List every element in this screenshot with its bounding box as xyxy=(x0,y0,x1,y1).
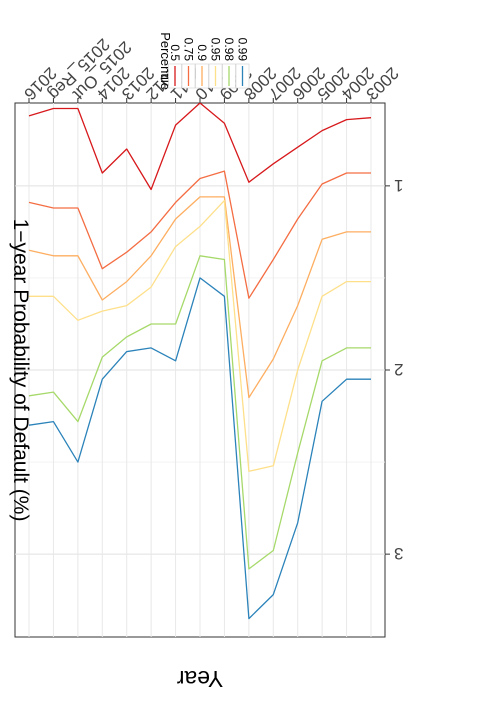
series-line-0.95 xyxy=(29,199,371,472)
legend-label-0.99: 0.99 xyxy=(236,38,250,62)
y-tick-label: 3 xyxy=(394,544,403,563)
series-line-0.9 xyxy=(28,196,371,399)
series-line-0.75 xyxy=(28,170,371,299)
y-tick-label: 1 xyxy=(394,176,403,195)
series-line-0.99 xyxy=(28,277,371,620)
y-tick-label: 2 xyxy=(394,360,403,379)
series-line-0.98 xyxy=(28,255,371,570)
legend-label-0.98: 0.98 xyxy=(222,38,236,62)
y-axis-title: 1−year Probability of Default (%) xyxy=(9,219,32,522)
legend-label-0.5: 0.5 xyxy=(168,44,182,61)
legend-label-0.75: 0.75 xyxy=(182,38,196,62)
y-axis: 1 2 3 xyxy=(385,176,403,563)
legend-items: 0.5 0.75 0.9 0.95 0.98 0.99 xyxy=(168,38,250,89)
legend-label-0.95: 0.95 xyxy=(209,38,223,62)
legend: Percentile 0.5 0.75 0.9 0.95 0.98 0.99 xyxy=(158,32,250,90)
x-axis-title: Year xyxy=(176,666,223,692)
legend-label-0.9: 0.9 xyxy=(195,44,209,61)
